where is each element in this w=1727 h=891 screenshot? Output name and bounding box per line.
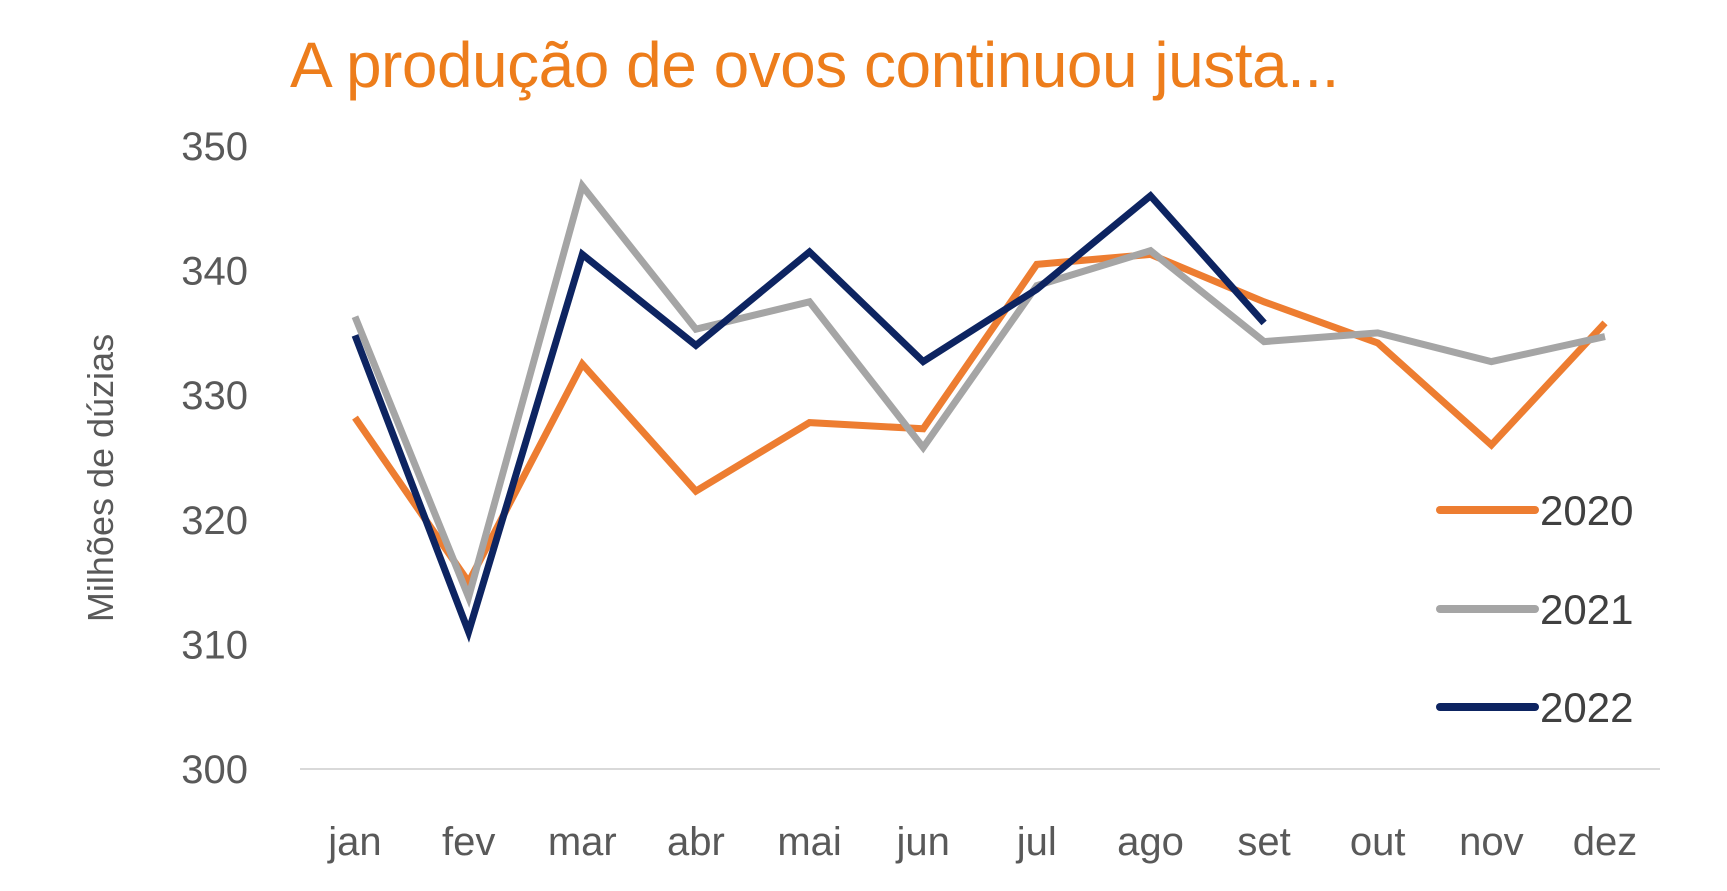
legend: 2020 2021 2022 <box>1436 487 1633 731</box>
x-tick-label: mar <box>548 820 617 864</box>
y-tick-label: 350 <box>181 125 248 169</box>
x-tick-label: mai <box>777 820 841 864</box>
series-line-2022 <box>351 190 1267 643</box>
y-tick-label: 320 <box>181 499 248 543</box>
x-tick-label: dez <box>1573 820 1638 864</box>
x-tick-label: jan <box>327 820 381 864</box>
y-axis-label-group: Milhões de dúzias <box>80 334 121 622</box>
series-line-2020 <box>352 250 1608 589</box>
y-tick-label: 340 <box>181 250 248 294</box>
x-tick-label: out <box>1350 820 1406 864</box>
x-tick-label: jul <box>1016 820 1057 864</box>
x-tick-label: set <box>1237 820 1290 864</box>
y-tick-label: 300 <box>181 748 248 792</box>
series-line-2021 <box>351 178 1606 608</box>
x-tick-label: abr <box>667 820 725 864</box>
legend-label-2022: 2022 <box>1540 684 1633 731</box>
y-tick-label: 310 <box>181 623 248 667</box>
legend-label-2021: 2021 <box>1540 586 1633 633</box>
chart-title: A produção de ovos continuou justa... <box>290 29 1339 101</box>
x-tick-label: nov <box>1459 820 1524 864</box>
x-tick-label: ago <box>1117 820 1184 864</box>
y-tick-label: 330 <box>181 374 248 418</box>
x-tick-label: jun <box>895 820 949 864</box>
legend-label-2020: 2020 <box>1540 487 1633 534</box>
x-tick-labels: jan fev mar abr mai jun jul ago set out nov dez <box>327 820 1637 864</box>
series-lines <box>351 178 1608 643</box>
y-tick-labels: 300 310 320 330 340 350 <box>181 125 248 792</box>
x-tick-label: fev <box>442 820 495 864</box>
y-axis-label: Milhões de dúzias <box>80 334 121 622</box>
